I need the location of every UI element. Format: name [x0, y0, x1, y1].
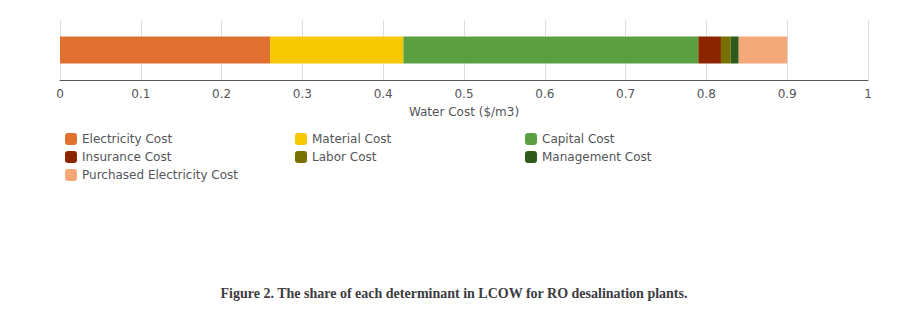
svg-text:0.7: 0.7 [616, 87, 635, 101]
svg-text:0.6: 0.6 [535, 87, 554, 101]
svg-text:0.3: 0.3 [293, 87, 312, 101]
svg-text:Purchased Electricity Cost: Purchased Electricity Cost [82, 168, 238, 182]
svg-text:0.8: 0.8 [697, 87, 716, 101]
svg-text:0.4: 0.4 [374, 87, 393, 101]
svg-text:Figure 2. The share of each de: Figure 2. The share of each determinant … [221, 286, 688, 301]
svg-text:0.9: 0.9 [778, 87, 797, 101]
svg-text:Insurance Cost: Insurance Cost [82, 150, 172, 164]
svg-text:Material Cost: Material Cost [312, 132, 392, 146]
svg-text:0.2: 0.2 [212, 87, 231, 101]
svg-text:0: 0 [56, 87, 64, 101]
svg-text:Management Cost: Management Cost [542, 150, 652, 164]
svg-text:Capital Cost: Capital Cost [542, 132, 615, 146]
svg-text:0.5: 0.5 [454, 87, 473, 101]
svg-text:Labor Cost: Labor Cost [312, 150, 377, 164]
svg-text:1: 1 [864, 87, 872, 101]
svg-text:0.1: 0.1 [131, 87, 150, 101]
svg-text:Electricity Cost: Electricity Cost [82, 132, 172, 146]
svg-text:Water Cost ($/m3): Water Cost ($/m3) [409, 105, 519, 119]
